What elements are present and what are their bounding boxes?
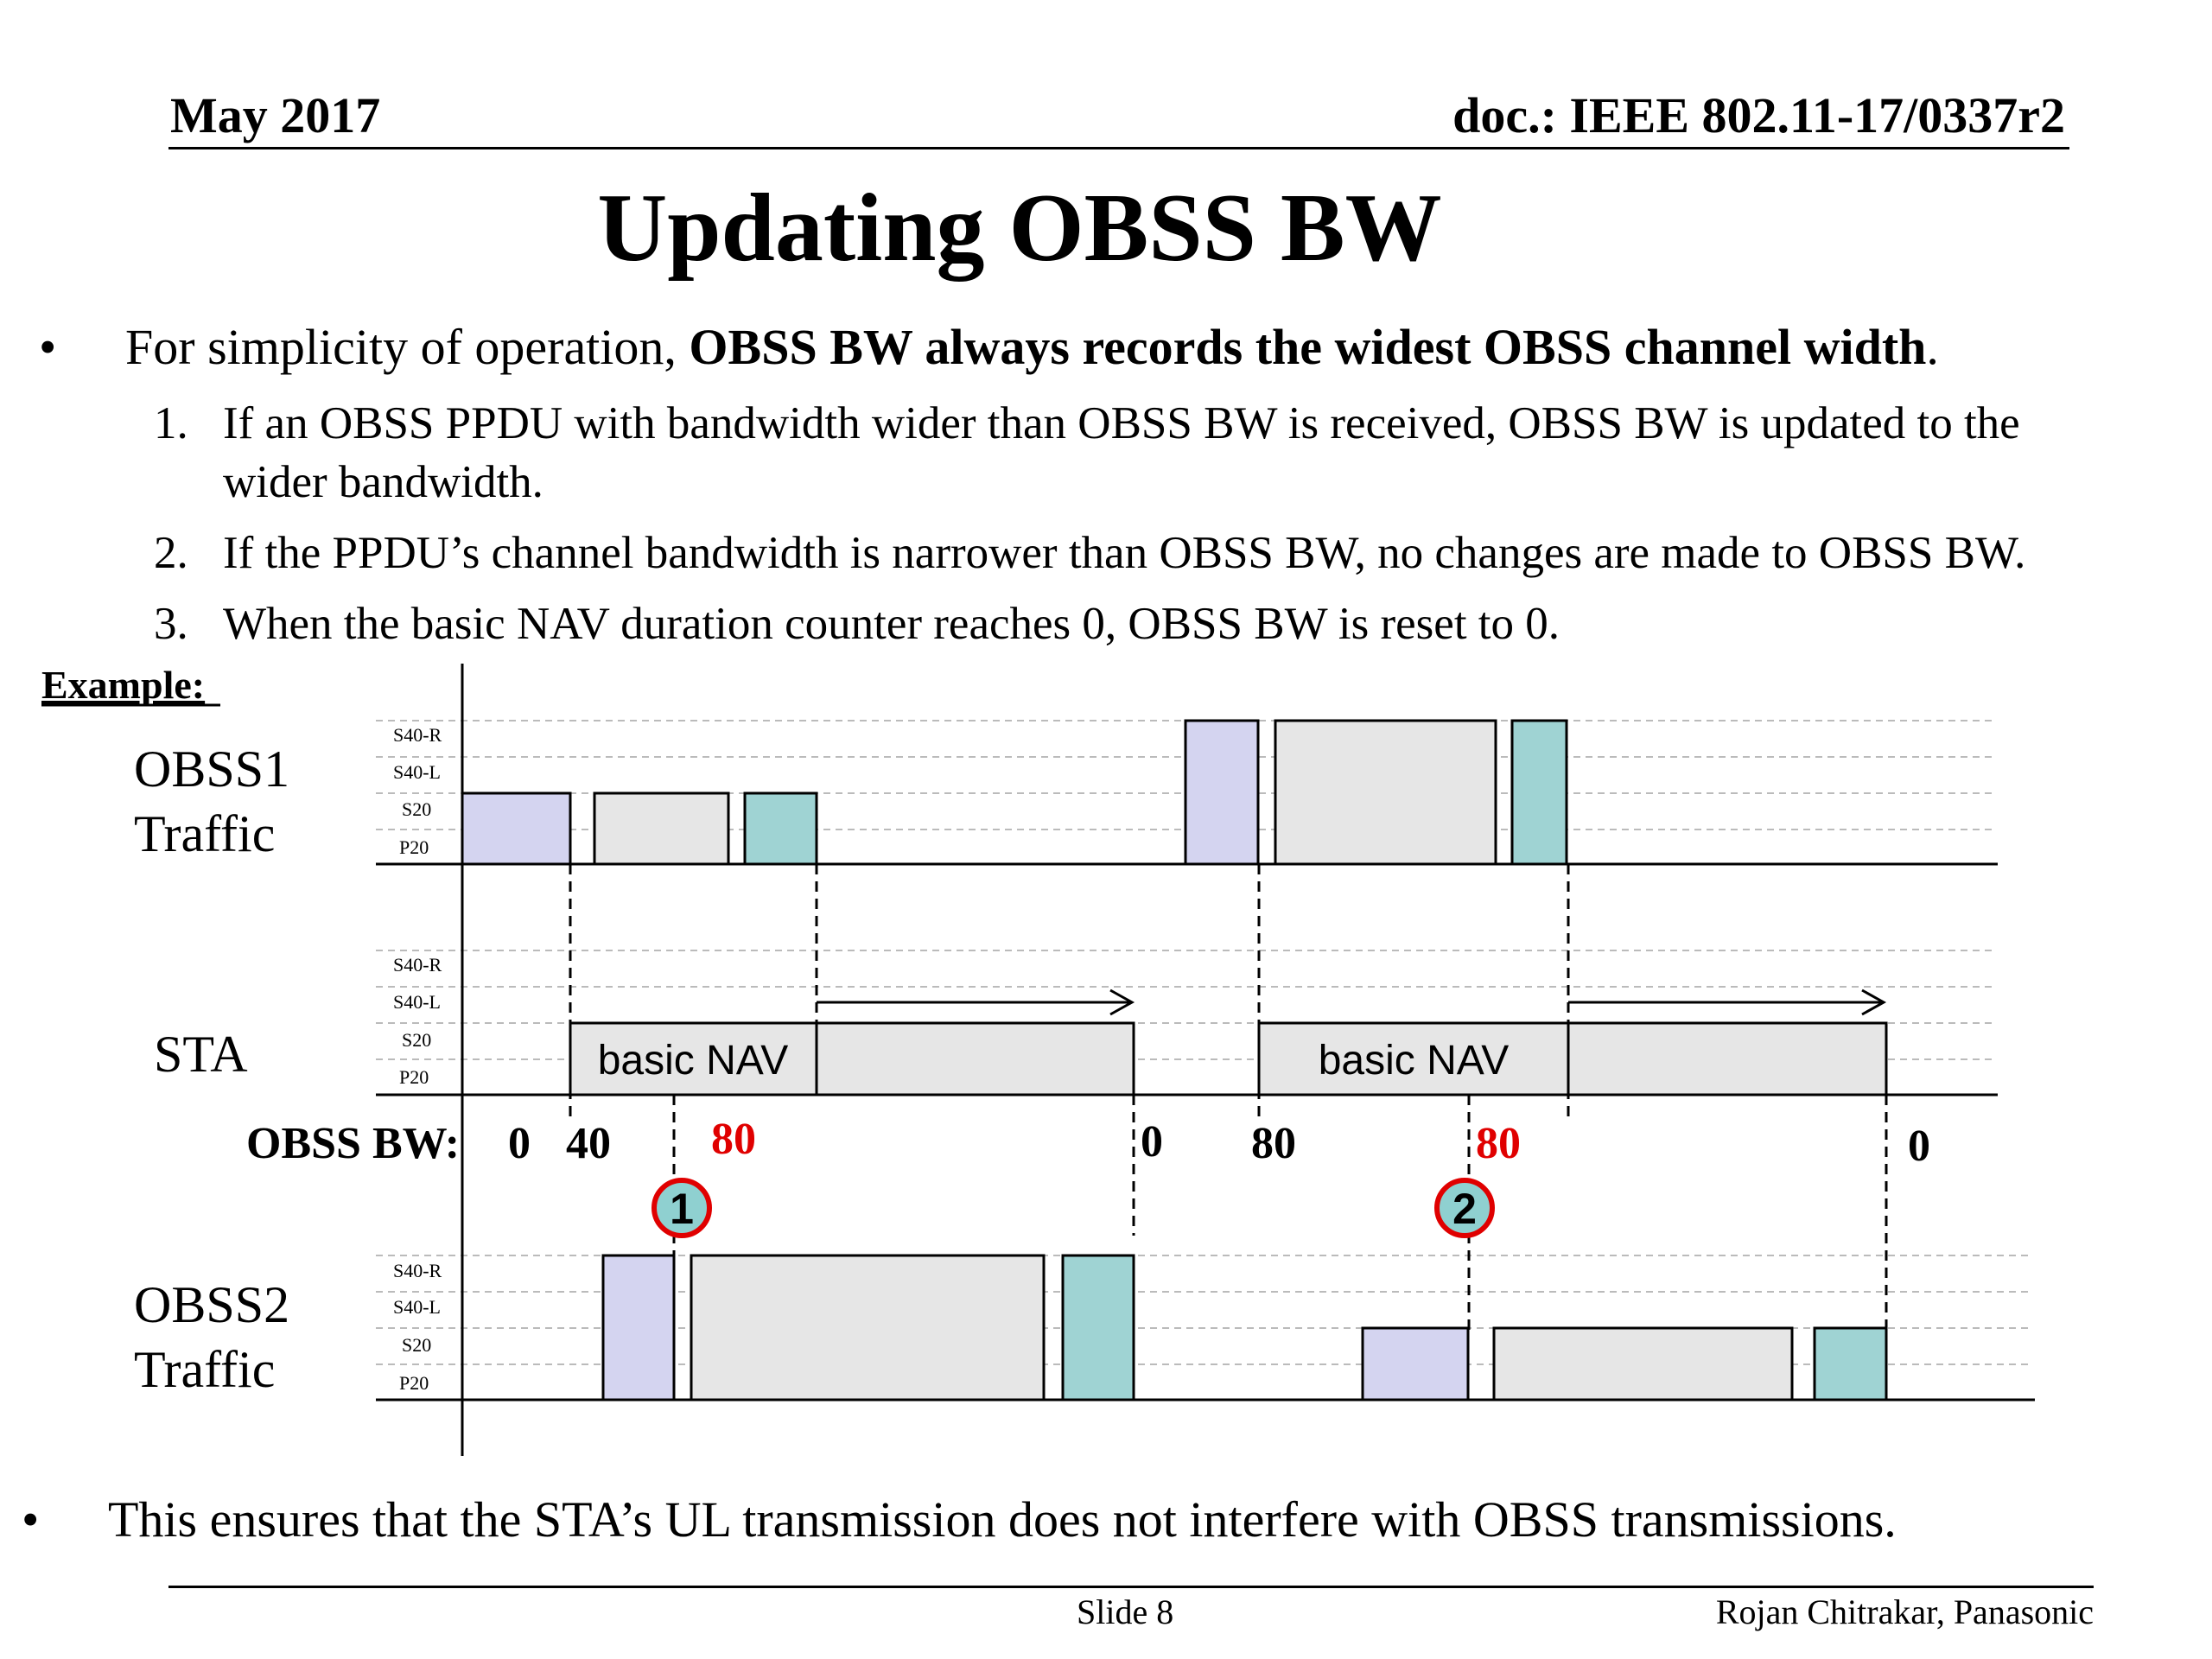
list-item-1-line1: If an OBSS PPDU with bandwidth wider tha…	[223, 398, 2020, 448]
obss1-ch-s40r: S40-R	[393, 724, 442, 746]
obss-bw-value-40: 40	[566, 1119, 611, 1168]
sta-label: STA	[154, 1026, 248, 1083]
obss2-frame-ack-1	[1061, 1254, 1135, 1402]
marker-2-circle	[1434, 1178, 1495, 1238]
footer-author: Rojan Chitrakar, Panasonic	[1715, 1592, 2094, 1631]
sta-ch-p20: P20	[399, 1066, 429, 1088]
footer-rule	[168, 1586, 2094, 1588]
nav-extension-arrows	[817, 988, 1887, 1016]
final-bullet-dot: •	[22, 1491, 40, 1548]
obss2-frame-ack-2	[1813, 1326, 1888, 1402]
bullet-main-bold: OBSS BW always records the widest OBSS c…	[689, 319, 1927, 375]
list-item-3-num: 3.	[154, 599, 188, 649]
sta-basic-nav-1	[569, 1021, 818, 1096]
obss-bw-value-80: 80	[1251, 1119, 1296, 1168]
obss1-frame-rts-1	[461, 791, 572, 866]
list-item-3-line1: When the basic NAV duration counter reac…	[223, 599, 1560, 649]
sta-basic-nav-2	[1257, 1021, 1570, 1096]
sta-ch-s40r: S40-R	[393, 954, 442, 976]
basic-nav-label-2: basic NAV	[1319, 1038, 1510, 1084]
obss1-ch-s40l: S40-L	[393, 761, 441, 783]
marker-2-number: 2	[1452, 1185, 1477, 1233]
bullet-main-prefix: For simplicity of operation,	[125, 319, 690, 375]
marker-1-circle	[652, 1178, 712, 1238]
list-item-1-num: 1.	[154, 398, 188, 448]
bullet-dot: •	[39, 319, 57, 375]
footer-slide-number: Slide 8	[1077, 1592, 1174, 1631]
nav-arrow-2-head	[1861, 988, 1887, 1016]
sta-nav-frames	[569, 1021, 1888, 1096]
marker-1-number: 1	[670, 1185, 694, 1233]
example-label: Example:	[41, 663, 205, 707]
bullet-main: For simplicity of operation, OBSS BW alw…	[125, 318, 1939, 376]
sta-ch-s40l: S40-L	[393, 991, 441, 1013]
obss-bw-label: OBSS BW:	[246, 1119, 460, 1168]
obss1-label-line1: OBSS1	[134, 741, 289, 798]
obss2-frame-rts-2	[1361, 1326, 1470, 1402]
obss2-label-line2: Traffic	[134, 1341, 275, 1398]
obss-bw-value-0a: 0	[508, 1119, 531, 1168]
header-doc-id: doc.: IEEE 802.11-17/0337r2	[1452, 87, 2065, 143]
nav-arrow-1-head	[1109, 988, 1135, 1016]
sta-ch-s20: S20	[402, 1029, 431, 1051]
marker-1: 1	[652, 1178, 712, 1238]
obss2-ch-s20: S20	[402, 1334, 431, 1356]
obss1-frame-data-1	[593, 791, 730, 866]
final-bullet-text: This ensures that the STA’s UL transmiss…	[108, 1491, 1897, 1548]
obss2-label-line1: OBSS2	[134, 1276, 289, 1333]
obss2-ch-s40l: S40-L	[393, 1296, 441, 1318]
obss2-frame-rts-1	[601, 1254, 676, 1402]
obss-bw-value-80-red-2: 80	[1476, 1119, 1521, 1168]
bullet-main-suffix: .	[1926, 319, 1939, 375]
obss1-ch-p20: P20	[399, 836, 429, 858]
obss1-frames	[461, 719, 1568, 866]
obss2-frame-data-2	[1492, 1326, 1794, 1402]
slide-title: Updating OBSS BW	[597, 175, 1442, 282]
obss2-ch-s40r: S40-R	[393, 1260, 442, 1281]
obss2-frame-data-1	[690, 1254, 1046, 1402]
sta-nav-extension-2	[1567, 1021, 1888, 1096]
list-item-1-line2: wider bandwidth.	[223, 457, 543, 507]
obss1-frame-rts-2	[1184, 719, 1260, 866]
obss2-ch-p20: P20	[399, 1372, 429, 1394]
list-item-2-num: 2.	[154, 528, 188, 578]
obss1-ch-s20: S20	[402, 798, 431, 820]
obss1-frame-ack-2	[1510, 719, 1568, 866]
marker-2: 2	[1434, 1178, 1495, 1238]
obss2-frames	[601, 1254, 1888, 1402]
obss1-label-line2: Traffic	[134, 805, 275, 862]
basic-nav-label-1: basic NAV	[598, 1038, 789, 1084]
list-item-2-line1: If the PPDU’s channel bandwidth is narro…	[223, 528, 2026, 578]
obss1-frame-data-2	[1274, 719, 1497, 866]
obss-bw-value-80-red-1: 80	[711, 1115, 756, 1164]
obss1-frame-ack-1	[743, 791, 818, 866]
obss-bw-value-0b: 0	[1141, 1117, 1163, 1166]
obss-bw-value-0c: 0	[1908, 1122, 1930, 1171]
header-date: May 2017	[170, 87, 381, 143]
header-rule	[168, 147, 2069, 149]
sta-nav-extension-1	[815, 1021, 1135, 1096]
